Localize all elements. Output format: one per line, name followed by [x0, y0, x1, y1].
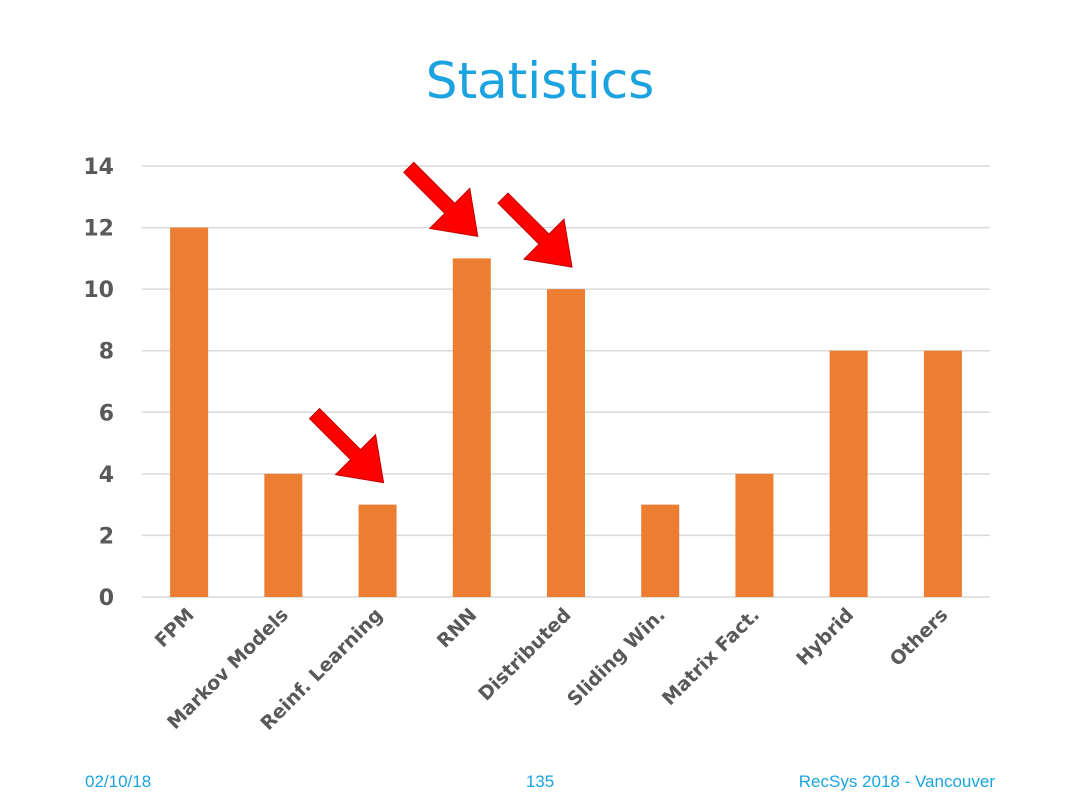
x-tick-label: Hybrid [792, 604, 858, 670]
footer-date: 02/10/18 [85, 772, 152, 791]
bar [735, 473, 774, 597]
y-tick-label: 8 [99, 340, 114, 365]
annotation-arrow [403, 161, 479, 237]
y-tick-label: 2 [99, 524, 114, 549]
bar [170, 227, 209, 598]
x-tick-label: Distributed [474, 604, 575, 705]
slide-title: Statistics [425, 52, 655, 110]
bar [452, 258, 491, 597]
bar [641, 504, 680, 597]
y-tick-label: 14 [83, 155, 114, 180]
bar [829, 350, 868, 597]
annotation-arrow [308, 407, 385, 484]
y-tick-label: 0 [99, 586, 114, 611]
bar [264, 473, 303, 597]
bar [358, 504, 397, 597]
footer-event: RecSys 2018 - Vancouver [798, 772, 995, 791]
x-tick-label: Others [886, 604, 953, 671]
x-tick-label: FPM [151, 604, 199, 652]
x-tick-label: RNN [433, 604, 481, 652]
bar [923, 350, 962, 597]
y-tick-label: 12 [83, 217, 114, 242]
y-tick-label: 6 [99, 401, 114, 426]
bar [547, 289, 585, 597]
x-tick-label: Matrix Fact. [658, 604, 764, 710]
x-tick-label: Sliding Win. [563, 604, 670, 711]
footer-page-number: 135 [525, 772, 555, 791]
y-tick-label: 10 [83, 278, 114, 303]
y-tick-label: 4 [99, 463, 114, 488]
annotation-arrow [497, 192, 573, 268]
